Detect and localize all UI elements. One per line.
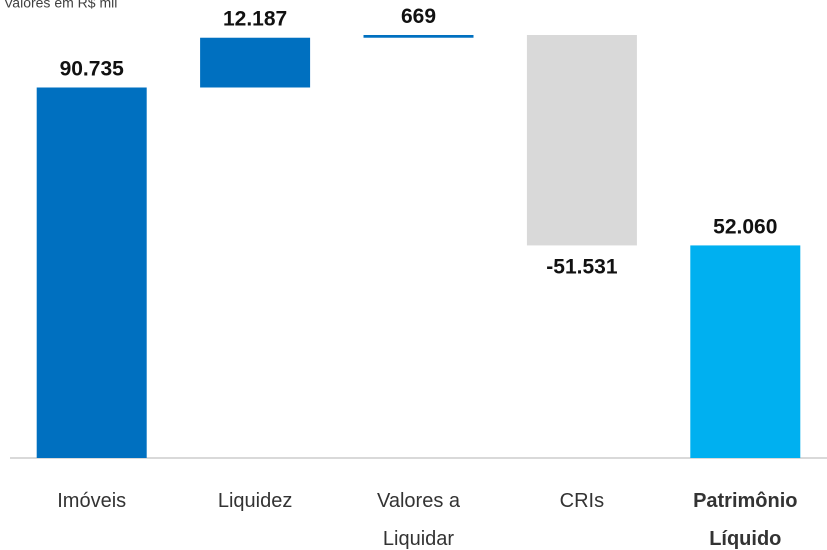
value-label: -51.531 <box>546 255 618 278</box>
x-tick-label: Patrimônio Líquido <box>693 490 798 550</box>
bar <box>363 35 474 38</box>
bar <box>200 37 311 88</box>
value-label: 90.735 <box>60 57 125 80</box>
bar <box>36 87 147 458</box>
x-tick-label: CRIs <box>559 490 605 512</box>
chart-title: Valores em R$ mil <box>4 0 117 11</box>
value-label: 52.060 <box>713 215 777 238</box>
value-label: 12.187 <box>223 8 287 31</box>
x-tick-label: Liquidez <box>217 490 293 512</box>
x-tick-label: Imóveis <box>57 490 127 512</box>
bar <box>526 35 637 246</box>
value-label: 669 <box>401 5 436 28</box>
x-tick-label: Valores a Liquidar <box>376 490 460 550</box>
bar <box>690 245 801 458</box>
